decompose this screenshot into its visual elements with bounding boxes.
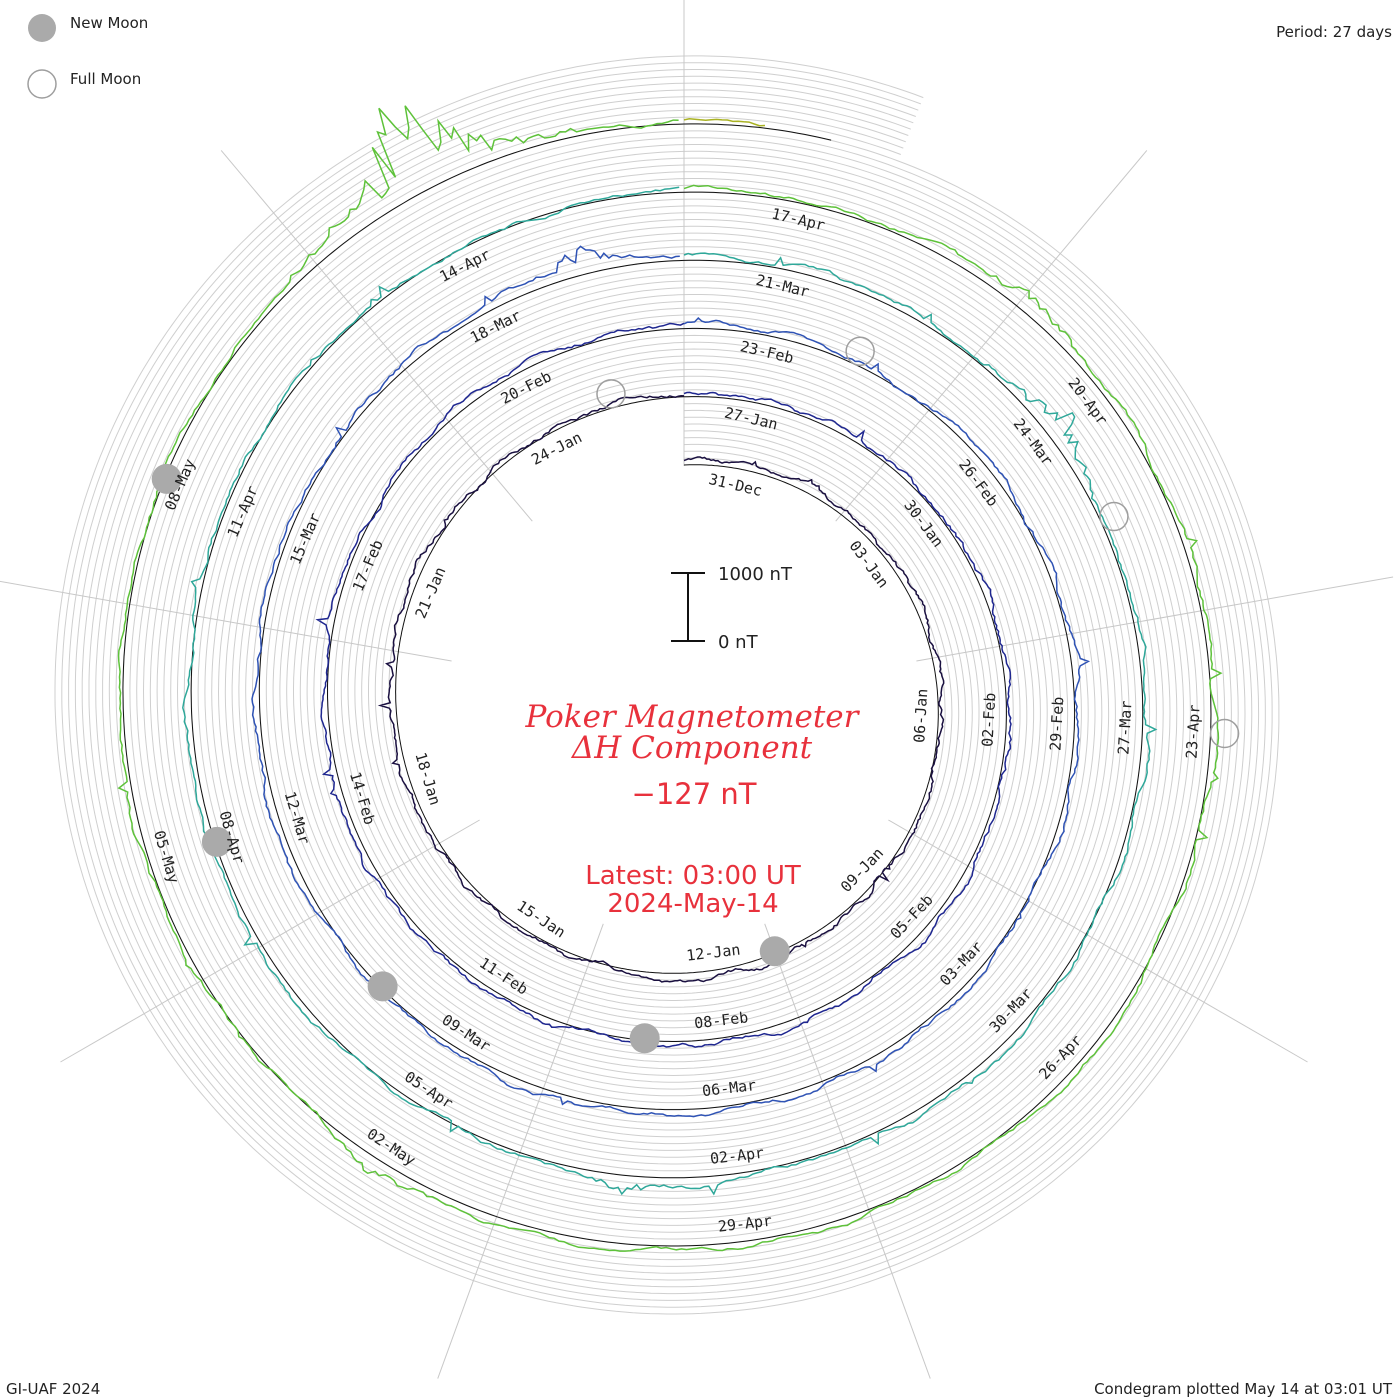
date-label: 15-Jan xyxy=(514,897,569,942)
guide-ring xyxy=(88,89,1246,1281)
date-label: 23-Feb xyxy=(738,337,795,367)
trace-rotation-1 xyxy=(377,395,945,983)
date-label: 09-Jan xyxy=(837,844,887,896)
latest-time: Latest: 03:00 UT xyxy=(585,861,801,891)
date-label: 03-Mar xyxy=(936,938,986,990)
full-moon-icon xyxy=(1209,718,1240,749)
date-spoke xyxy=(60,819,480,1063)
credit-label: GI-UAF 2024 xyxy=(6,1380,101,1398)
trace-rotation-4 xyxy=(182,186,1158,1196)
guide-ring xyxy=(81,82,1253,1288)
trace-rotation-2 xyxy=(315,322,1012,1048)
date-label: 31-Dec xyxy=(707,470,764,500)
date-label: 27-Jan xyxy=(723,404,780,434)
guide-ring xyxy=(74,75,1260,1295)
guide-ring xyxy=(108,109,1226,1261)
date-label: 29-Apr xyxy=(717,1212,773,1236)
trace-rotation-3 xyxy=(251,245,1091,1118)
full-moon-legend-label: Full Moon xyxy=(70,70,142,88)
date-label: 02-Apr xyxy=(709,1144,765,1168)
new-moon-icon xyxy=(367,971,398,1002)
date-label: 15-Mar xyxy=(286,510,324,567)
date-spoke xyxy=(437,923,604,1379)
new-moon-icon xyxy=(629,1023,660,1054)
date-spoke xyxy=(916,576,1394,662)
new-moon-icon xyxy=(201,826,232,857)
date-label: 30-Mar xyxy=(986,984,1036,1036)
latest-value: −127 nT xyxy=(632,777,757,811)
full-moon-legend-icon xyxy=(27,69,57,99)
guide-ring xyxy=(95,96,1239,1274)
baseline-spiral-line xyxy=(122,123,1212,1247)
date-spoke xyxy=(220,150,533,522)
new-moon-legend-label: New Moon xyxy=(70,14,149,32)
date-label: 08-Feb xyxy=(693,1008,749,1032)
date-label: 06-Jan xyxy=(910,688,931,743)
date-label: 24-Jan xyxy=(528,428,584,468)
date-label: 17-Apr xyxy=(770,205,827,235)
plotted-timestamp: Condegram plotted May 14 at 03:01 UT xyxy=(1094,1380,1392,1398)
trace-rotation-5 xyxy=(117,105,1223,1252)
date-label: 21-Jan xyxy=(412,564,450,621)
guide-ring xyxy=(115,116,1219,1254)
full-moon-icon xyxy=(1099,501,1129,532)
scale-top-label: 1000 nT xyxy=(718,564,793,585)
date-spoke xyxy=(888,819,1308,1063)
full-moon-icon xyxy=(845,336,875,367)
date-label: 27-Mar xyxy=(1114,700,1135,755)
date-label: 12-Jan xyxy=(685,941,741,965)
moon-phase-markers xyxy=(151,336,1240,1054)
full-moon-icon xyxy=(596,379,626,409)
guide-ring xyxy=(68,69,1266,1301)
new-moon-icon xyxy=(151,463,182,494)
trace-rotation-6 xyxy=(683,118,766,127)
date-label: 02-Feb xyxy=(978,692,999,747)
period-label: Period: 27 days xyxy=(1276,23,1392,41)
scale-bottom-label: 0 nT xyxy=(718,632,759,653)
scale-bar xyxy=(671,572,705,642)
date-label: 21-Mar xyxy=(754,271,811,301)
guide-rings xyxy=(54,55,1280,1315)
date-label: 06-Mar xyxy=(701,1076,757,1100)
date-label: 20-Feb xyxy=(498,367,554,407)
date-spoke xyxy=(0,580,452,662)
baseline-spiral xyxy=(122,123,1212,1247)
date-label: 26-Apr xyxy=(1035,1031,1085,1083)
chart-title-line2: ΔH Component xyxy=(571,730,813,766)
magnetometer-traces xyxy=(117,105,1223,1252)
latest-date: 2024-May-14 xyxy=(607,889,778,919)
guide-ring xyxy=(61,62,1273,1308)
date-label: 23-Apr xyxy=(1183,704,1204,759)
date-spoke xyxy=(835,150,1148,522)
guide-ring xyxy=(102,103,1232,1267)
chart-title-line1: Poker Magnetometer xyxy=(525,699,861,735)
date-spoke xyxy=(764,923,931,1379)
new-moon-icon xyxy=(759,936,790,967)
new-moon-legend-icon xyxy=(28,14,56,42)
date-label: 03-Jan xyxy=(846,537,893,591)
date-label: 29-Feb xyxy=(1046,696,1067,751)
date-label: 14-Apr xyxy=(437,245,493,285)
